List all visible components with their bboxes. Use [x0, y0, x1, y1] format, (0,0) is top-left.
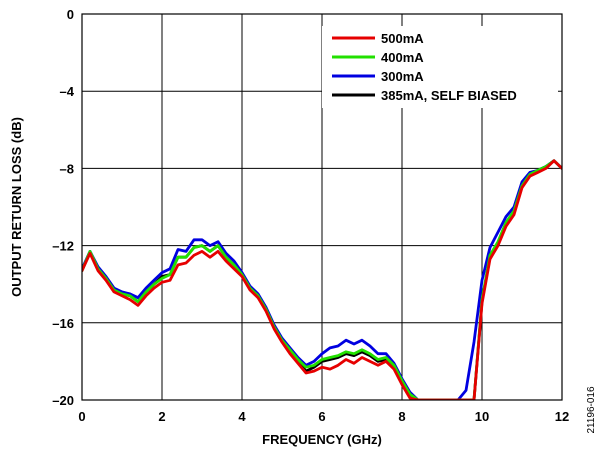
plot-frame [81, 13, 563, 401]
figure-id: 21196-016 [586, 386, 597, 434]
series-layer [82, 159, 562, 400]
legend-label: 300mA [381, 69, 424, 84]
x-tick-label: 2 [158, 409, 165, 424]
y-tick-labels: 0 –4 –8 –12 –16 –20 [52, 7, 74, 408]
y-tick-label: 0 [67, 7, 74, 22]
legend-label: 400mA [381, 50, 424, 65]
series-line-500ma [82, 159, 562, 400]
y-tick-label: –20 [52, 393, 74, 408]
x-axis-title: FREQUENCY (GHz) [262, 432, 382, 447]
x-tick-label: 4 [238, 409, 246, 424]
x-tick-label: 0 [78, 409, 85, 424]
x-tick-label: 8 [398, 409, 405, 424]
legend-label: 500mA [381, 31, 424, 46]
y-tick-label: –8 [60, 161, 74, 176]
y-tick-label: –4 [60, 84, 75, 99]
legend-label: 385mA, SELF BIASED [381, 88, 517, 103]
x-tick-labels: 0 2 4 6 8 10 12 [78, 409, 569, 424]
x-tick-label: 6 [318, 409, 325, 424]
x-tick-label: 12 [555, 409, 569, 424]
y-tick-label: –12 [52, 239, 74, 254]
y-axis-title: OUTPUT RETURN LOSS (dB) [9, 117, 24, 297]
legend: 500mA 400mA 300mA 385mA, SELF BIASED [322, 26, 558, 108]
x-tick-label: 10 [475, 409, 489, 424]
y-tick-label: –16 [52, 316, 74, 331]
